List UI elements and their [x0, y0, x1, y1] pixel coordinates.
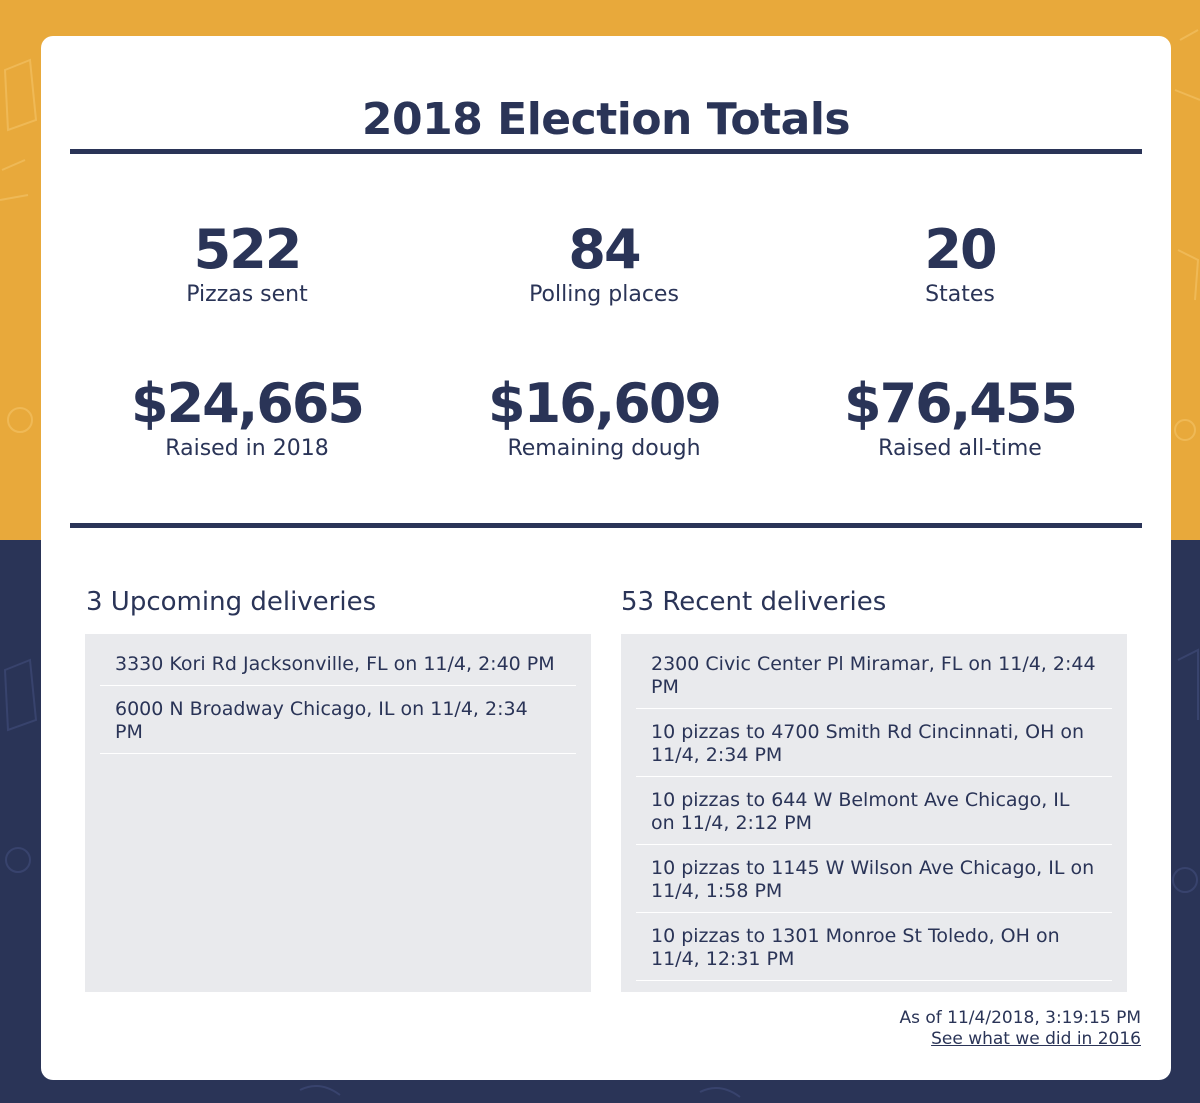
list-item: 6000 N Broadway Chicago, IL on 11/4, 2:3…	[100, 695, 576, 754]
page-title: 2018 Election Totals	[361, 94, 851, 145]
stat-value: $16,609	[488, 372, 722, 435]
stat-value: $76,455	[844, 372, 1078, 435]
stat-states: 20 States	[790, 223, 1130, 307]
divider	[70, 149, 1142, 154]
stat-value: $24,665	[131, 372, 365, 435]
election-totals-card: 2018 Election Totals 522 Pizzas sent 84 …	[41, 36, 1171, 1080]
stat-raised-2018: $24,665 Raised in 2018	[77, 377, 417, 461]
upcoming-deliveries-heading: 3 Upcoming deliveries	[86, 587, 377, 617]
stat-label: States	[925, 282, 995, 307]
stat-label: Polling places	[529, 282, 679, 307]
recent-deliveries-heading: 53 Recent deliveries	[621, 587, 887, 617]
stat-raised-all-time: $76,455 Raised all-time	[790, 377, 1130, 461]
divider	[70, 523, 1142, 528]
list-item: 10 pizzas to 1301 Monroe St Toledo, OH o…	[636, 922, 1112, 981]
list-item: 2300 Civic Center Pl Miramar, FL on 11/4…	[636, 650, 1112, 709]
list-item: 10 pizzas to 4700 Smith Rd Cincinnati, O…	[636, 718, 1112, 777]
list-item: 3330 Kori Rd Jacksonville, FL on 11/4, 2…	[100, 650, 576, 686]
stat-label: Raised all-time	[878, 436, 1042, 461]
stat-label: Remaining dough	[507, 436, 701, 461]
see-2016-link[interactable]: See what we did in 2016	[931, 1029, 1141, 1049]
stat-polling-places: 84 Polling places	[434, 223, 774, 307]
recent-deliveries-list[interactable]: 2300 Civic Center Pl Miramar, FL on 11/4…	[621, 634, 1127, 992]
footer: As of 11/4/2018, 3:19:15 PM See what we …	[899, 1008, 1141, 1050]
stat-label: Raised in 2018	[165, 436, 329, 461]
as-of-timestamp: As of 11/4/2018, 3:19:15 PM	[899, 1008, 1141, 1028]
stat-label: Pizzas sent	[186, 282, 308, 307]
stat-value: 522	[193, 218, 303, 281]
list-item: 10 pizzas to 644 W Belmont Ave Chicago, …	[636, 786, 1112, 845]
stat-remaining-dough: $16,609 Remaining dough	[434, 377, 774, 461]
upcoming-deliveries-list[interactable]: 3330 Kori Rd Jacksonville, FL on 11/4, 2…	[85, 634, 591, 992]
stat-value: 84	[568, 218, 641, 281]
stat-value: 20	[924, 218, 997, 281]
stat-pizzas-sent: 522 Pizzas sent	[77, 223, 417, 307]
list-item: 10 pizzas to 1145 W Wilson Ave Chicago, …	[636, 854, 1112, 913]
